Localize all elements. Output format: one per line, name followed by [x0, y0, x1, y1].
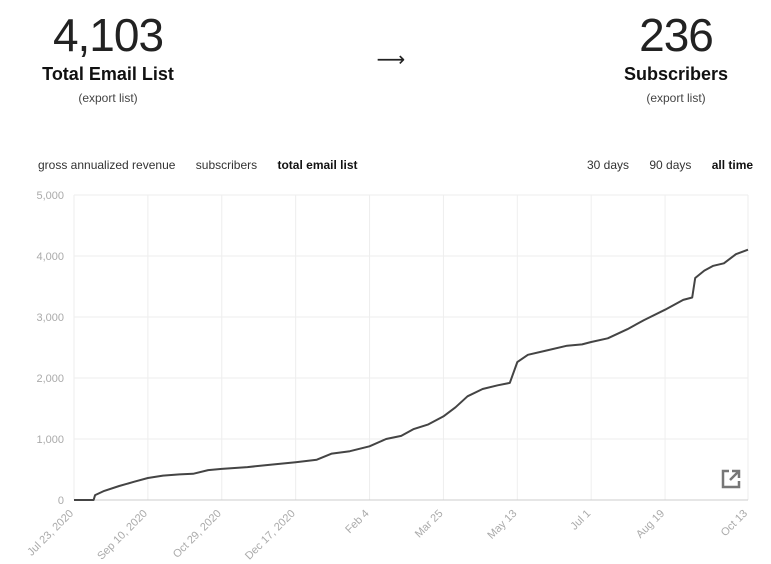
- y-tick-label: 4,000: [36, 251, 64, 263]
- total-email-list-label: Total Email List: [42, 64, 174, 84]
- x-tick-label: Feb 4: [343, 508, 371, 536]
- x-tick-label: Aug 19: [634, 508, 667, 541]
- tab-90-days[interactable]: 90 days: [649, 158, 692, 172]
- metric-tabs: gross annualized revenue subscribers tot…: [38, 158, 375, 172]
- x-tick-label: Sep 10, 2020: [95, 508, 150, 563]
- x-tick-label: Oct 29, 2020: [171, 508, 224, 561]
- tab-all-time[interactable]: all time: [711, 158, 754, 172]
- subscribers-label: Subscribers: [623, 64, 729, 84]
- x-tick-label: Jul 23, 2020: [25, 508, 76, 559]
- x-tick-label: Mar 25: [413, 508, 446, 541]
- total-email-list-count: 4,103: [52, 9, 164, 61]
- tab-total-email-list[interactable]: total email list: [277, 158, 358, 172]
- x-tick-label: Jul 1: [568, 508, 593, 533]
- email-list-line-chart: 0 1,000 2,000 3,000 4,000 5,000 Jul 23, 2020 Se…: [25, 190, 750, 563]
- subscribers-stat: 236 Subscribers (export list): [576, 8, 771, 107]
- external-link-icon[interactable]: [720, 468, 742, 490]
- y-tick-label: 3,000: [36, 312, 64, 324]
- tab-gross-annualized-revenue[interactable]: gross annualized revenue: [38, 158, 176, 172]
- tab-30-days[interactable]: 30 days: [587, 158, 630, 172]
- x-tick-label: May 13: [485, 508, 519, 542]
- y-tick-label: 5,000: [36, 190, 64, 202]
- export-subscribers-link[interactable]: (export list): [646, 91, 706, 105]
- x-tick-label: Dec 17, 2020: [243, 508, 298, 563]
- export-email-list-link[interactable]: (export list): [78, 91, 138, 105]
- total-email-list-stat: 4,103 Total Email List (export list): [8, 8, 208, 107]
- tab-subscribers[interactable]: subscribers: [195, 158, 258, 172]
- range-tabs: 30 days 90 days all time: [587, 158, 770, 172]
- arrow-right-icon: ⟶: [376, 49, 406, 71]
- x-tick-label: Oct 13: [719, 508, 750, 539]
- total-email-list-series-line: [74, 248, 749, 501]
- y-tick-label: 1,000: [36, 434, 64, 446]
- y-tick-label: 2,000: [36, 373, 64, 385]
- subscribers-count: 236: [639, 9, 714, 61]
- y-tick-label: 0: [58, 495, 64, 507]
